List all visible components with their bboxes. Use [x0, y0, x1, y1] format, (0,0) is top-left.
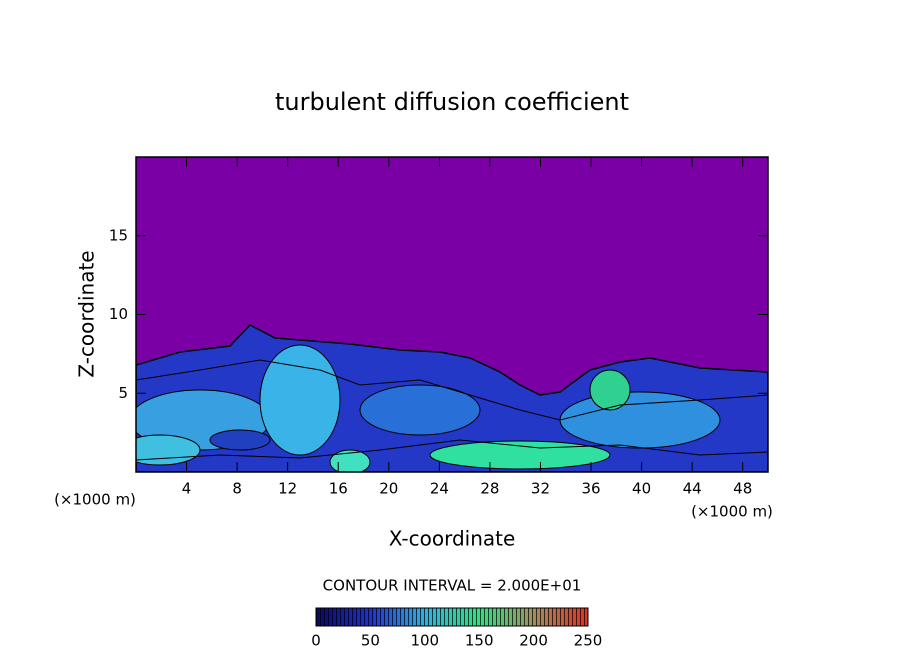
y-axis-label: Z-coordinate — [75, 250, 99, 377]
x-tick-label: 8 — [232, 480, 242, 498]
y-tick-label: 5 — [118, 384, 128, 402]
x-tick-label: 36 — [581, 480, 600, 498]
colorbar-frame — [315, 607, 589, 627]
colorbar-tick-label: 150 — [465, 632, 494, 650]
x-tick-label: 44 — [683, 480, 702, 498]
x-tick-label: 4 — [182, 480, 192, 498]
x-unit-label: (×1000 m) — [691, 503, 773, 521]
y-tick-label: 10 — [109, 305, 128, 323]
colorbar-tick-label: 50 — [361, 632, 380, 650]
x-tick-label: 20 — [379, 480, 398, 498]
x-axis-label: X-coordinate — [389, 527, 516, 551]
x-tick-label: 40 — [632, 480, 651, 498]
colorbar-tick-label: 0 — [311, 632, 321, 650]
x-tick-label: 12 — [278, 480, 297, 498]
x-tick-label: 16 — [329, 480, 348, 498]
contour-field — [136, 157, 768, 472]
colorbar-tick-label: 100 — [410, 632, 439, 650]
x-tick-label: 32 — [531, 480, 550, 498]
x-tick-label: 24 — [430, 480, 449, 498]
x-tick-label: 48 — [733, 480, 752, 498]
colorbar-tick-label: 200 — [519, 632, 548, 650]
y-tick-label: 15 — [109, 226, 128, 244]
y-unit-label: (×1000 m) — [54, 491, 136, 509]
chart-title: turbulent diffusion coefficient — [275, 88, 629, 116]
contour-interval: CONTOUR INTERVAL = 2.000E+01 — [323, 577, 582, 595]
colorbar-tick-label: 250 — [574, 632, 603, 650]
x-tick-label: 28 — [480, 480, 499, 498]
